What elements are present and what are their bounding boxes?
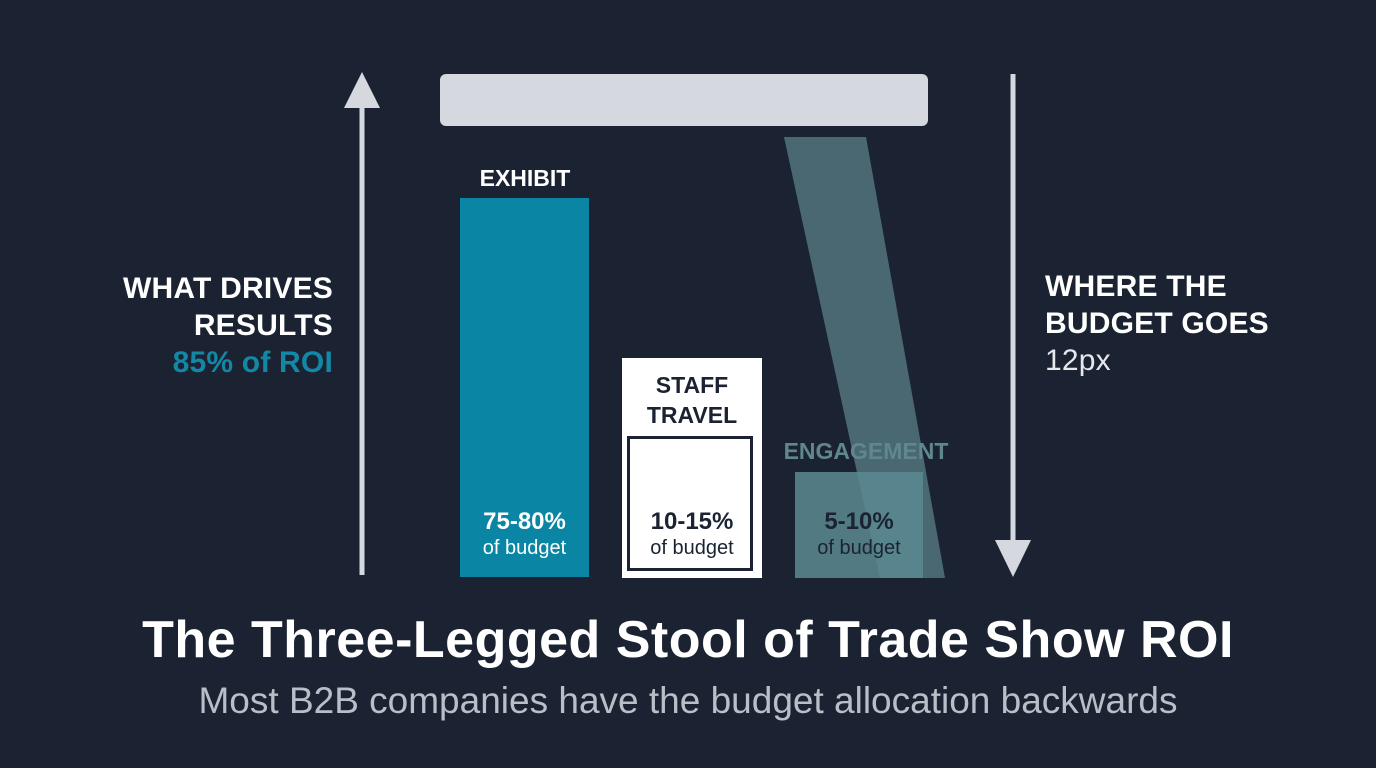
right-label-sub: 12px: [1045, 344, 1111, 377]
exhibit-unit: of budget: [482, 537, 567, 559]
engagement-beam: [784, 137, 945, 578]
page-subtitle: Most B2B companies have the budget alloc…: [198, 680, 1178, 721]
engagement-percent: 5-10%: [824, 508, 894, 535]
right-label-line1: WHERE THE: [1045, 270, 1227, 303]
staff-travel-title: STAFF TRAVEL: [622, 370, 762, 430]
engagement-unit: of budget: [817, 537, 901, 559]
left-label-accent: 85% of ROI: [172, 346, 333, 379]
exhibit-leg: [460, 198, 589, 577]
exhibit-title: EXHIBIT: [479, 165, 571, 191]
up-arrow-icon: [344, 72, 380, 575]
left-label-line2: RESULTS: [193, 309, 333, 342]
staff-travel-title-line2: TRAVEL: [646, 402, 738, 428]
staff-travel-title-line1: STAFF: [655, 372, 729, 398]
right-label-line2: BUDGET GOES: [1045, 307, 1269, 340]
staff-travel-unit: of budget: [650, 537, 734, 559]
page-title: The Three-Legged Stool of Trade Show ROI: [142, 611, 1234, 669]
staff-travel-percent: 10-15%: [650, 508, 734, 535]
engagement-leg: [795, 472, 923, 578]
exhibit-percent: 75-80%: [483, 508, 566, 535]
stool-seat: [440, 74, 928, 126]
left-label-line1: WHAT DRIVES: [123, 272, 333, 305]
left-axis-label: WHAT DRIVES RESULTS 85% of ROI: [60, 270, 333, 381]
down-arrow-icon: [995, 74, 1031, 577]
right-axis-label: WHERE THE BUDGET GOES 12px: [1045, 268, 1345, 379]
staff-travel-inner-box: [627, 436, 753, 571]
engagement-title: ENGAGEMENT: [783, 438, 949, 464]
staff-travel-leg: [622, 358, 762, 578]
